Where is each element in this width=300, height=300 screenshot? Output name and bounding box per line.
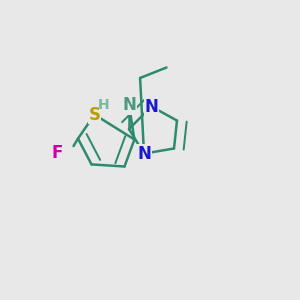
Text: N: N <box>145 98 158 116</box>
Text: H: H <box>98 98 109 112</box>
Text: N: N <box>137 145 151 163</box>
Text: F: F <box>51 144 63 162</box>
Text: S: S <box>88 106 101 124</box>
Text: N: N <box>122 96 136 114</box>
